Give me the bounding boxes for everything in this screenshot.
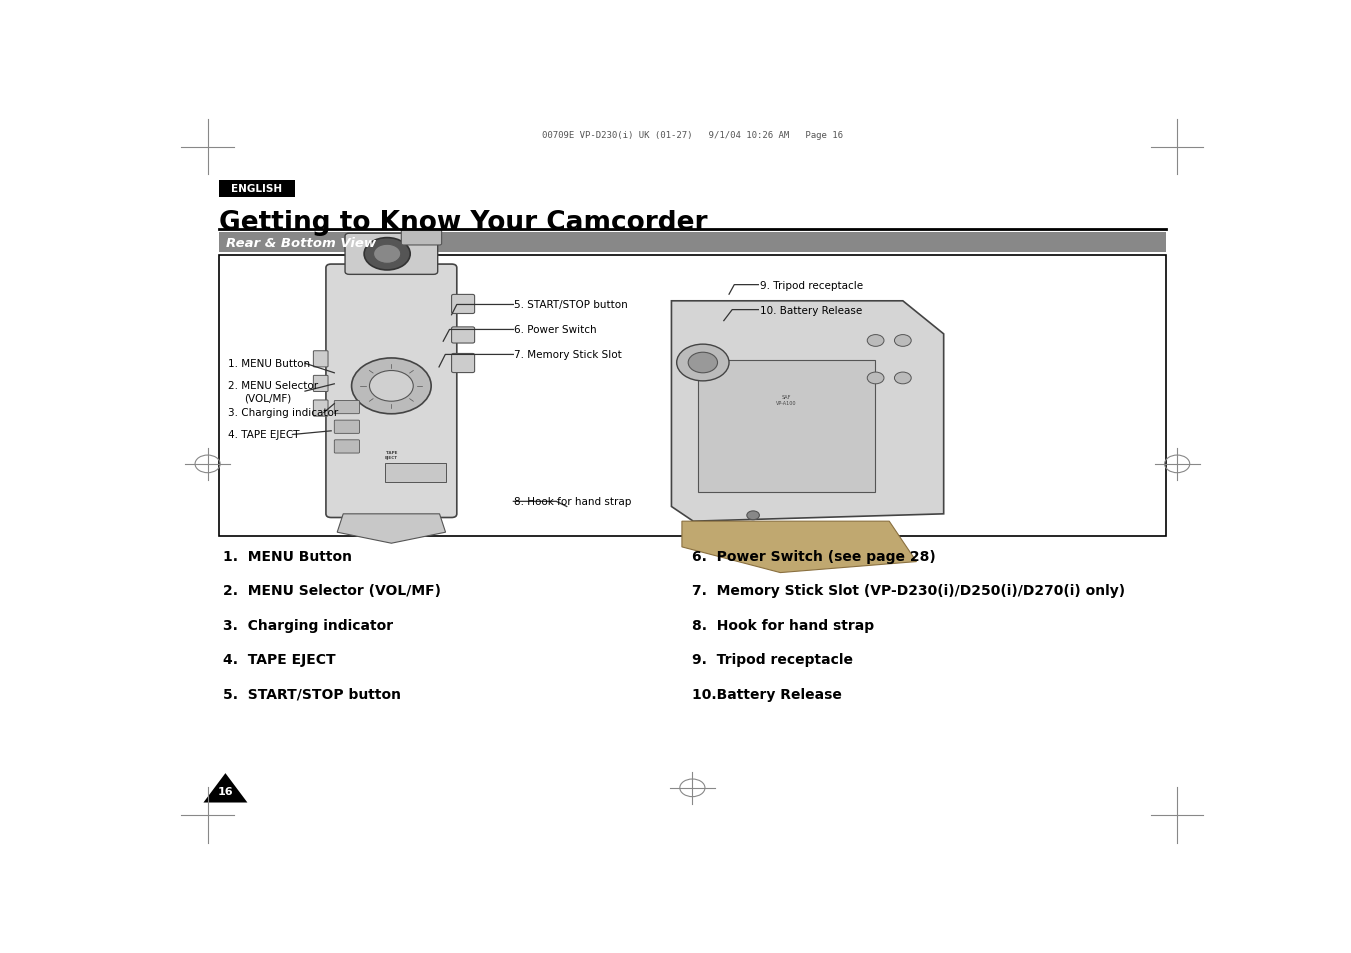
Circle shape: [894, 335, 911, 347]
Text: 16: 16: [218, 786, 234, 796]
Text: 2.  MENU Selector (VOL/MF): 2. MENU Selector (VOL/MF): [223, 583, 442, 598]
Text: 10.Battery Release: 10.Battery Release: [692, 687, 842, 701]
Text: 6. Power Switch: 6. Power Switch: [515, 325, 597, 335]
Text: 00709E VP-D230(i) UK (01-27)   9/1/04 10:26 AM   Page 16: 00709E VP-D230(i) UK (01-27) 9/1/04 10:2…: [542, 131, 843, 139]
Text: 3. Charging indicator: 3. Charging indicator: [227, 408, 338, 418]
Polygon shape: [682, 521, 916, 573]
Text: 9. Tripod receptacle: 9. Tripod receptacle: [761, 280, 863, 291]
Text: 4.  TAPE EJECT: 4. TAPE EJECT: [223, 653, 336, 666]
Circle shape: [677, 345, 730, 381]
Text: 7.  Memory Stick Slot (VP-D230(i)/D250(i)/D270(i) only): 7. Memory Stick Slot (VP-D230(i)/D250(i)…: [692, 583, 1125, 598]
FancyBboxPatch shape: [385, 464, 446, 482]
FancyBboxPatch shape: [313, 400, 328, 416]
Circle shape: [373, 245, 401, 264]
Text: ENGLISH: ENGLISH: [231, 184, 282, 194]
Text: Getting to Know Your Camcorder: Getting to Know Your Camcorder: [219, 210, 708, 235]
Circle shape: [747, 512, 759, 520]
Text: 3.  Charging indicator: 3. Charging indicator: [223, 618, 393, 632]
Text: 2. MENU Selector: 2. MENU Selector: [227, 381, 317, 391]
Text: 5. START/STOP button: 5. START/STOP button: [515, 300, 628, 310]
Circle shape: [688, 353, 717, 374]
FancyBboxPatch shape: [313, 352, 328, 368]
FancyBboxPatch shape: [219, 255, 1166, 537]
Text: 8.  Hook for hand strap: 8. Hook for hand strap: [692, 618, 874, 632]
Polygon shape: [338, 515, 446, 543]
Circle shape: [365, 238, 411, 271]
FancyBboxPatch shape: [334, 440, 359, 454]
FancyBboxPatch shape: [334, 401, 359, 415]
FancyBboxPatch shape: [334, 420, 359, 434]
Polygon shape: [671, 301, 943, 521]
FancyBboxPatch shape: [219, 180, 295, 198]
FancyBboxPatch shape: [313, 376, 328, 392]
FancyBboxPatch shape: [401, 230, 442, 246]
Circle shape: [867, 335, 884, 347]
Text: 5.  START/STOP button: 5. START/STOP button: [223, 687, 401, 701]
FancyBboxPatch shape: [219, 233, 1166, 253]
Text: 7. Memory Stick Slot: 7. Memory Stick Slot: [515, 350, 623, 360]
Text: 10. Battery Release: 10. Battery Release: [761, 305, 863, 315]
FancyBboxPatch shape: [451, 295, 474, 314]
Circle shape: [867, 373, 884, 384]
FancyBboxPatch shape: [345, 234, 438, 275]
Text: 8. Hook for hand strap: 8. Hook for hand strap: [515, 497, 632, 507]
Text: Rear & Bottom View: Rear & Bottom View: [227, 236, 377, 250]
Text: 4. TAPE EJECT: 4. TAPE EJECT: [227, 430, 299, 440]
Text: SAF
VP-A100: SAF VP-A100: [775, 395, 796, 405]
FancyBboxPatch shape: [451, 355, 474, 374]
FancyBboxPatch shape: [697, 360, 874, 493]
FancyBboxPatch shape: [451, 328, 474, 344]
Text: 1. MENU Button: 1. MENU Button: [227, 359, 309, 369]
Text: 1.  MENU Button: 1. MENU Button: [223, 549, 353, 563]
Circle shape: [894, 373, 911, 384]
Circle shape: [369, 371, 413, 402]
FancyBboxPatch shape: [326, 265, 457, 518]
Text: 6.  Power Switch (see page 28): 6. Power Switch (see page 28): [692, 549, 936, 563]
Polygon shape: [204, 773, 247, 802]
Text: (VOL/MF): (VOL/MF): [245, 394, 292, 403]
Text: 9.  Tripod receptacle: 9. Tripod receptacle: [692, 653, 854, 666]
Circle shape: [351, 358, 431, 415]
Text: TAPE
EJECT: TAPE EJECT: [385, 451, 397, 459]
